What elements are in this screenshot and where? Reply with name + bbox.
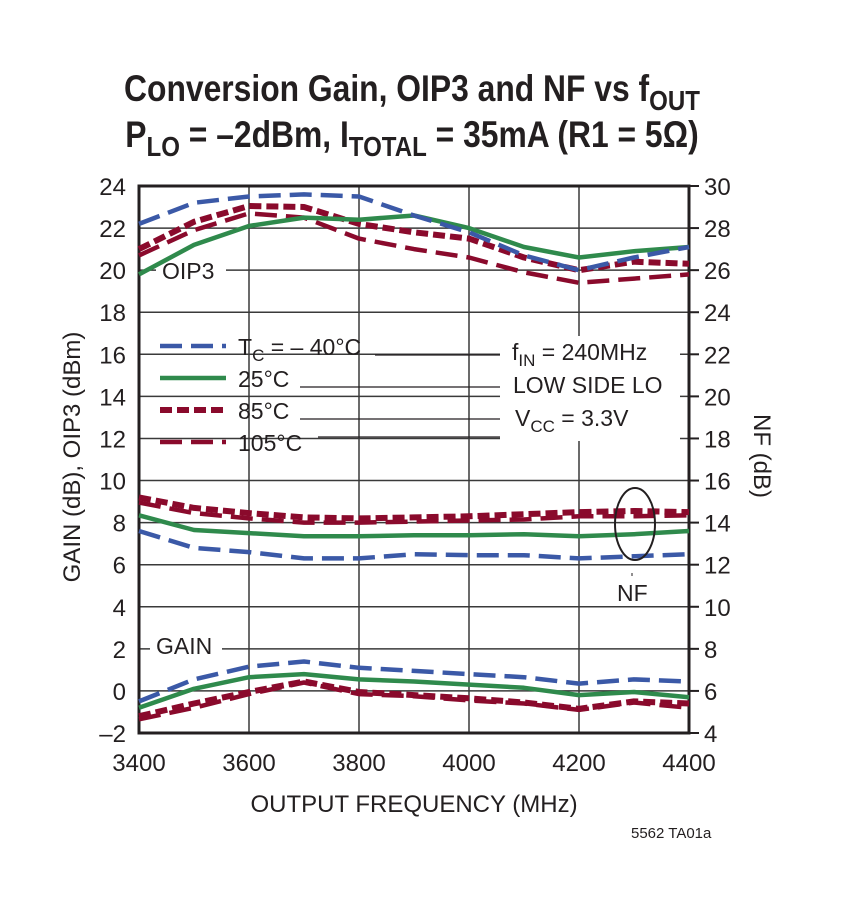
figure-id: 5562 TA01a bbox=[631, 825, 712, 842]
y-tick-label-left: –2 bbox=[99, 721, 126, 748]
nf-ellipse bbox=[614, 487, 656, 561]
y-tick-label-left: 2 bbox=[113, 637, 126, 664]
chart-title-line2: PLO = –2dBm, ITOTAL = 35mA (R1 = 5Ω) bbox=[125, 115, 698, 163]
annotation-lines bbox=[300, 354, 500, 438]
y-tick-label-right: 20 bbox=[704, 384, 731, 411]
y-tick-label-right: 4 bbox=[704, 721, 717, 748]
y-tick-label-right: 28 bbox=[704, 216, 731, 243]
y-axis-label-right: NF (dB) bbox=[748, 414, 775, 498]
y-tick-label-right: 22 bbox=[704, 342, 731, 369]
y-tick-label-right: 12 bbox=[704, 553, 731, 580]
x-tick-label: 3400 bbox=[112, 750, 165, 777]
oip3-line-105C bbox=[138, 211, 690, 286]
x-tick-label: 4000 bbox=[442, 750, 495, 777]
series-group bbox=[137, 192, 690, 722]
x-tick-label: 3600 bbox=[222, 750, 275, 777]
y-tick-label-left: 18 bbox=[99, 300, 126, 327]
gain-line-25C bbox=[138, 671, 690, 710]
y-tick-label-left: 12 bbox=[99, 426, 126, 453]
x-tick-label: 4400 bbox=[662, 750, 715, 777]
y-tick-label-left: 8 bbox=[113, 511, 126, 538]
y-tick-label-right: 8 bbox=[704, 637, 717, 664]
gain-line-85C bbox=[138, 678, 690, 720]
nf-line--40C bbox=[138, 528, 690, 561]
y-axis-label-left: GAIN (dB), OIP3 (dBm) bbox=[59, 332, 86, 583]
oip3-line--40C bbox=[138, 192, 690, 273]
legend-label-105C: 105°C bbox=[238, 430, 302, 456]
y-tick-label-left: 4 bbox=[113, 595, 126, 622]
x-tick-label: 4200 bbox=[552, 750, 605, 777]
legend-label-85C: 85°C bbox=[238, 398, 289, 424]
y-tick-label-left: 24 bbox=[99, 174, 126, 201]
y-tick-label-left: 14 bbox=[99, 384, 126, 411]
legend-label-25C: 25°C bbox=[238, 366, 289, 392]
oip3-label: OIP3 bbox=[162, 258, 214, 284]
nf-label: NF bbox=[617, 580, 648, 606]
x-tick-label: 3800 bbox=[332, 750, 385, 777]
y-tick-label-left: 20 bbox=[99, 258, 126, 285]
y-tick-label-right: 16 bbox=[704, 469, 731, 496]
nf-line-25C bbox=[138, 513, 690, 539]
legend-sub: C bbox=[252, 346, 264, 365]
legend-t: T bbox=[238, 334, 252, 360]
x-axis-label: OUTPUT FREQUENCY (MHz) bbox=[250, 791, 577, 818]
fin-annotation: fIN = 240MHz bbox=[512, 339, 647, 370]
y-tick-label-left: 0 bbox=[113, 679, 126, 706]
lo-annotation: LOW SIDE LO bbox=[513, 372, 663, 398]
y-tick-label-right: 6 bbox=[704, 679, 717, 706]
gain-line-105C bbox=[138, 680, 690, 722]
y-tick-label-left: 6 bbox=[113, 553, 126, 580]
y-tick-label-left: 16 bbox=[99, 342, 126, 369]
legend-rest: = – 40°C bbox=[264, 334, 361, 360]
plot-frame bbox=[137, 184, 691, 735]
y-tick-label-right: 18 bbox=[704, 426, 731, 453]
nf-line-85C bbox=[138, 494, 690, 522]
chart-title-line1: Conversion Gain, OIP3 and NF vs fOUT bbox=[124, 69, 700, 117]
y-tick-label-right: 26 bbox=[704, 258, 731, 285]
gain-label: GAIN bbox=[156, 633, 212, 659]
y-tick-label-right: 24 bbox=[704, 300, 731, 327]
y-tick-label-right: 14 bbox=[704, 511, 731, 538]
vcc-annotation: VCC = 3.3V bbox=[515, 405, 629, 436]
y-tick-label-right: 30 bbox=[704, 174, 731, 201]
gain-line--40C bbox=[138, 659, 690, 704]
tick-labels: 3400 3600 3800 4000 4200 4400–202468101214161… bbox=[99, 174, 730, 777]
legend-label--40C: TC = – 40°C bbox=[238, 334, 361, 365]
y-tick-label-right: 10 bbox=[704, 595, 731, 622]
y-tick-label-left: 10 bbox=[99, 469, 126, 496]
y-tick-label-left: 22 bbox=[99, 216, 126, 243]
